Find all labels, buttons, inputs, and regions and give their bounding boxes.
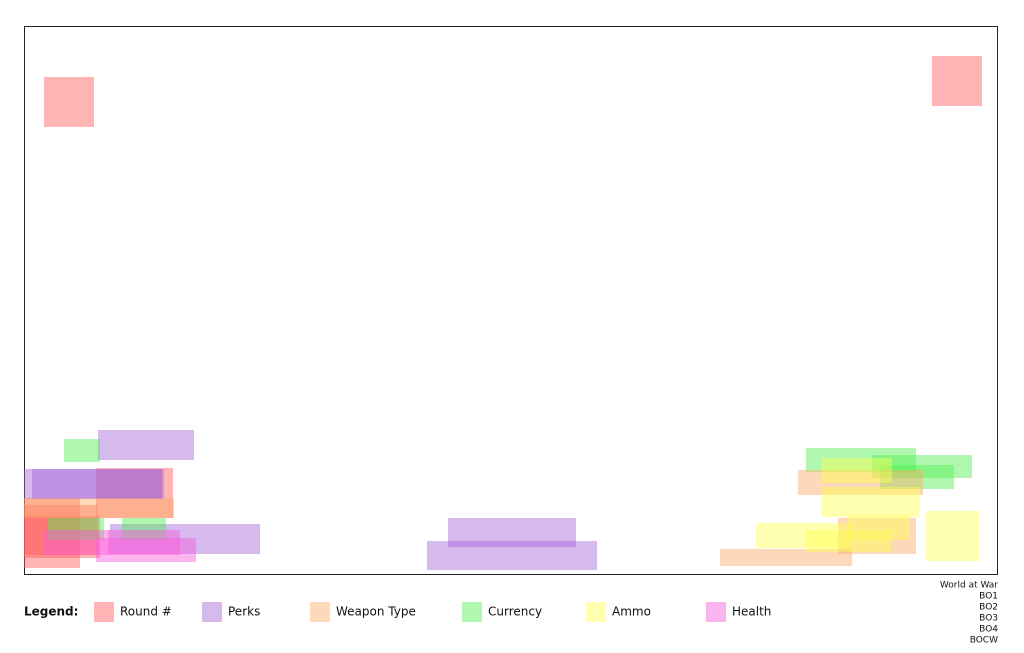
perks-box (448, 518, 576, 547)
perks-box (98, 430, 194, 460)
ammo-box (848, 515, 910, 540)
legend-label: Health (732, 605, 771, 619)
currency-box (122, 518, 166, 540)
perks-box (110, 524, 260, 554)
currency-box (64, 439, 100, 462)
ammo-box (756, 523, 851, 548)
legend-label: Currency (488, 605, 542, 619)
health-box (108, 530, 180, 555)
game-name: World at War (940, 581, 998, 591)
round-box (932, 56, 982, 106)
game-name: BO3 (979, 614, 998, 624)
legend-label: Weapon Type (336, 605, 416, 619)
game-list: World at War BO1 BO2 BO3 BO4 BOCW (940, 581, 998, 646)
round-box (96, 468, 173, 518)
legend-label: Perks (228, 605, 260, 619)
weapon-box (838, 518, 916, 554)
hud-boxes (24, 56, 982, 570)
currency-box (880, 465, 954, 489)
round-box (44, 77, 94, 127)
round-box (24, 505, 98, 555)
legend-swatch (462, 602, 482, 622)
currency-box (48, 518, 104, 540)
game-name: BO2 (979, 603, 998, 613)
perks-box (24, 469, 164, 499)
health-box (96, 538, 196, 562)
legend-swatch (94, 602, 114, 622)
legend-title: Legend: (24, 605, 78, 619)
legend-swatch (586, 602, 606, 622)
perks-box (427, 541, 597, 570)
legend-label: Ammo (612, 605, 651, 619)
ammo-box (822, 487, 920, 517)
weapon-box (24, 498, 174, 518)
currency-box (872, 455, 972, 478)
legend-swatch (706, 602, 726, 622)
round-box (24, 516, 100, 558)
legend-label: Round # (120, 605, 172, 619)
weapon-box (720, 549, 852, 566)
legend-swatch (310, 602, 330, 622)
game-name: BO4 (979, 625, 998, 635)
round-box (24, 498, 80, 568)
ammo-box (806, 530, 891, 552)
weapon-box (798, 470, 923, 495)
currency-box (806, 448, 916, 472)
legend-swatch (202, 602, 222, 622)
screen-frame (24, 26, 998, 575)
game-name: BOCW (970, 636, 998, 646)
ammo-box (822, 458, 892, 483)
perks-box (32, 469, 162, 499)
game-name: BO1 (979, 592, 998, 602)
ammo-box (926, 511, 979, 561)
legend: Round # Perks Weapon Type Currency Ammo … (94, 602, 771, 622)
health-box (44, 530, 110, 555)
